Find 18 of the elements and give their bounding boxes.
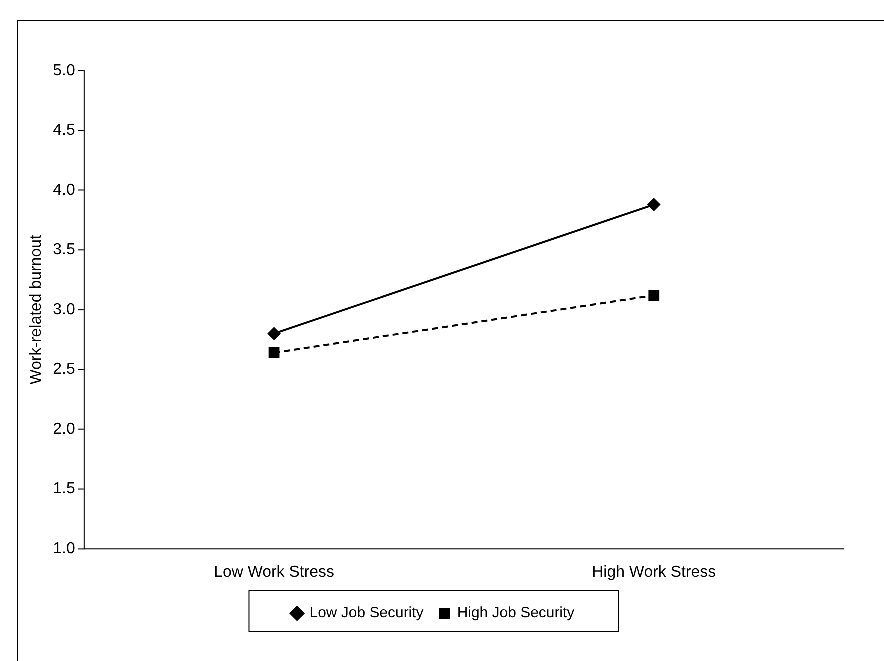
y-tick-label: 5.0 [53,62,76,80]
y-tick-label: 2.0 [53,420,76,438]
legend-label: Low Job Security [310,604,424,622]
x-tick-label: Low Work Stress [214,564,335,581]
point [268,327,281,340]
y-tick-label: 3.5 [53,242,76,259]
y-axis-title: Work-related burnout [28,234,45,385]
legend-label: High Job Security [457,604,576,622]
point [268,348,280,358]
point [648,290,660,302]
x-tick-label: High Work Stress [592,564,716,581]
y-tick-label: 3.0 [53,301,76,318]
point [648,198,661,212]
y-tick-label: 1.0 [53,540,76,558]
y-tick-label: 1.5 [53,480,76,498]
y-tick-label: 2.5 [53,361,76,378]
y-tick-label: 4.5 [53,122,76,140]
y-tick-label: 4.0 [53,182,76,199]
